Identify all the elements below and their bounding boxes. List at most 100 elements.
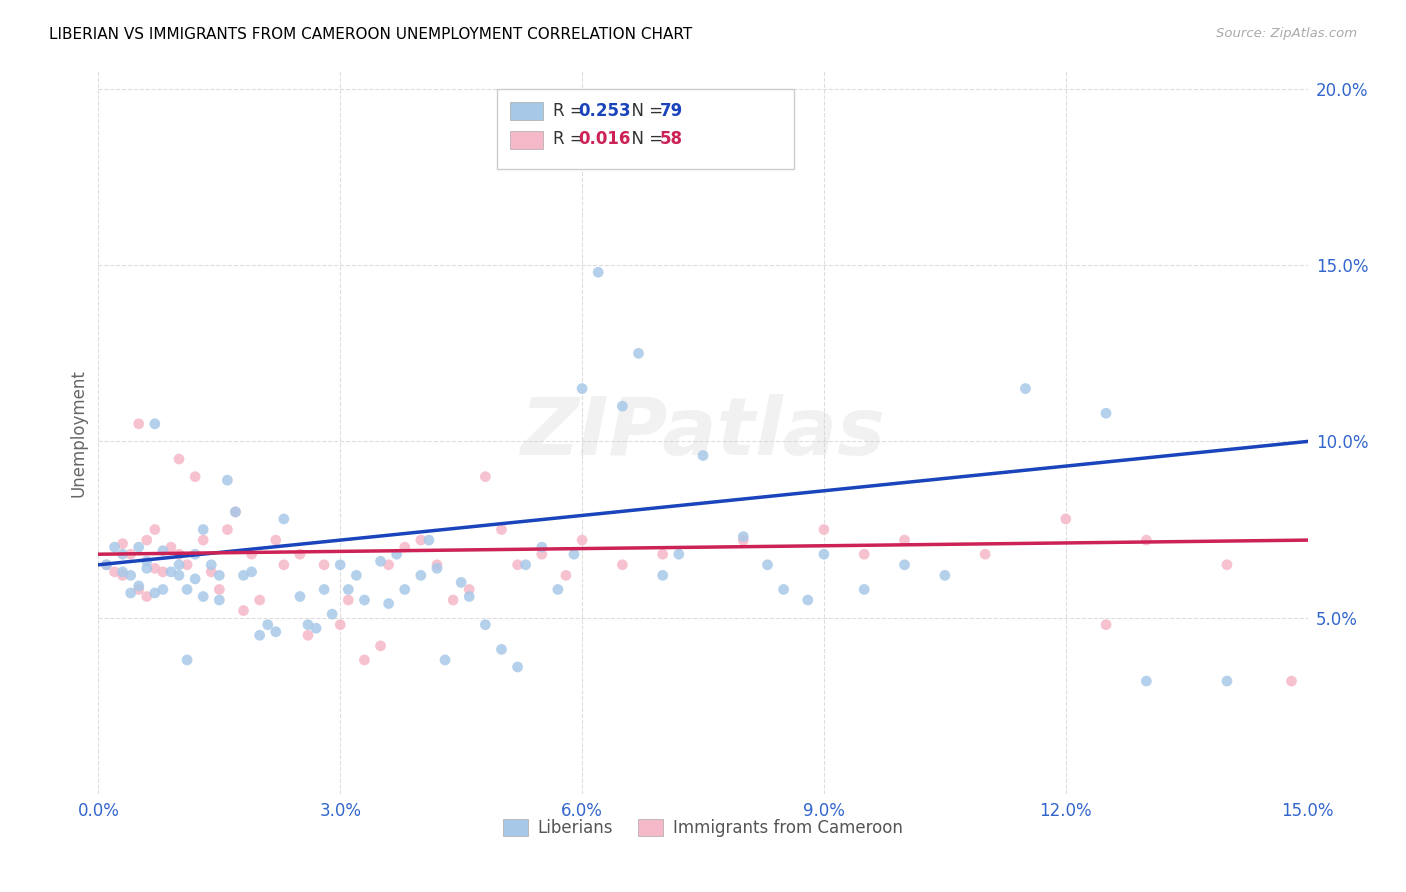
Point [208,568,231,582]
Point [450,575,472,590]
Point [232,604,254,618]
Point [547,582,569,597]
Point [193,533,215,548]
Point [152,565,174,579]
Text: 79: 79 [659,102,683,120]
Point [1281,674,1303,689]
Point [240,547,263,561]
Point [772,582,794,597]
Point [370,639,392,653]
Point [111,547,134,561]
Point [167,558,190,572]
Point [491,523,513,537]
Point [120,547,142,561]
Text: 0.253: 0.253 [578,102,631,120]
Point [167,568,190,582]
Point [184,547,207,561]
Point [491,642,513,657]
Point [176,582,198,597]
Point [1216,558,1239,572]
Point [1054,512,1077,526]
Point [297,628,319,642]
Point [160,565,183,579]
Text: N =: N = [621,102,668,120]
Point [409,533,432,548]
Point [232,568,254,582]
Point [193,523,215,537]
Point [1014,382,1036,396]
Point [418,533,440,548]
Point [344,568,367,582]
Point [143,523,166,537]
Point [555,568,578,582]
Point [167,547,190,561]
Point [353,593,375,607]
FancyBboxPatch shape [509,130,543,149]
Point [96,558,118,572]
Point [264,624,287,639]
Point [474,617,496,632]
Point [176,558,198,572]
Point [217,523,239,537]
Point [337,593,360,607]
Point [111,565,134,579]
Point [208,582,231,597]
Point [813,523,835,537]
Point [200,565,222,579]
Point [853,547,876,561]
Point [208,593,231,607]
Point [692,449,714,463]
Point [128,540,150,554]
Point [329,558,352,572]
Point [224,505,246,519]
Point [143,586,166,600]
Point [893,533,915,548]
Text: R =: R = [553,130,589,148]
Point [184,469,207,483]
Point [128,417,150,431]
Point [571,533,593,548]
Point [668,547,690,561]
Point [288,547,311,561]
Point [152,582,174,597]
Point [458,582,481,597]
Point [305,621,328,635]
FancyBboxPatch shape [509,103,543,120]
Text: R =: R = [553,102,589,120]
Point [426,561,449,575]
Point [813,547,835,561]
Text: N =: N = [621,130,668,148]
Point [586,265,609,279]
Point [515,558,537,572]
Point [893,558,915,572]
Point [394,540,416,554]
Point [135,590,157,604]
Point [853,582,876,597]
Point [385,547,408,561]
Point [530,540,553,554]
Point [1095,617,1118,632]
Point [797,593,820,607]
Point [184,572,207,586]
Point [458,590,481,604]
Point [256,617,278,632]
Point [120,586,142,600]
Point [651,547,673,561]
Point [377,597,399,611]
Point [249,593,271,607]
Point [128,579,150,593]
Point [120,568,142,582]
Point [426,558,449,572]
Point [474,469,496,483]
Point [1135,674,1157,689]
Point [111,536,134,550]
Point [394,582,416,597]
Point [562,547,585,561]
Y-axis label: Unemployment: Unemployment [69,368,87,497]
Point [434,653,457,667]
Point [651,568,673,582]
Point [143,417,166,431]
Point [571,382,593,396]
Point [152,543,174,558]
Point [329,617,352,632]
